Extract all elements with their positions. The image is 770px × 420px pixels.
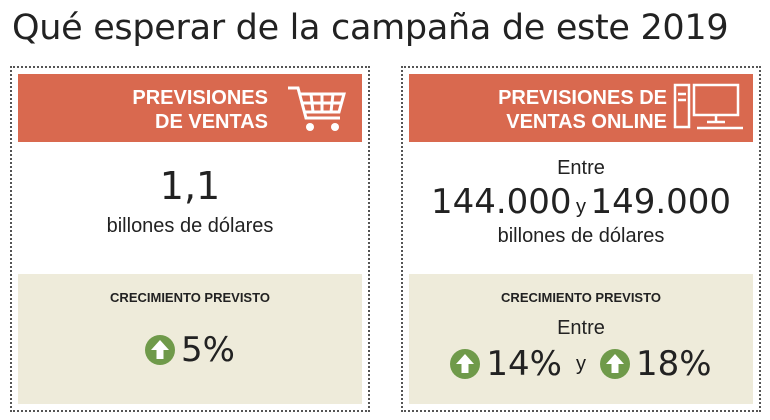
- range-high: 149.000: [590, 182, 732, 222]
- desktop-computer-icon: [673, 83, 743, 130]
- sales-unit: billones de dólares: [106, 215, 274, 237]
- header-line-2: VENTAS ONLINE: [506, 111, 667, 133]
- online-growth-panel: CRECIMIENTO PREVISTO Entre 14% y 18%: [409, 274, 753, 404]
- arrow-up-circle-icon: [600, 349, 630, 379]
- growth-range-row: 14% y 18%: [409, 344, 753, 384]
- sales-forecast-header: PREVISIONES DE VENTAS: [18, 74, 362, 142]
- range-connector: y: [576, 196, 586, 218]
- growth-value-row: 5%: [18, 330, 362, 370]
- growth-value: 5%: [181, 330, 235, 370]
- range-prefix: Entre: [557, 157, 605, 179]
- range-low: 144.000: [430, 182, 572, 222]
- growth-prefix: Entre: [557, 317, 605, 339]
- sales-growth-panel: CRECIMIENTO PREVISTO 5%: [18, 274, 362, 404]
- sales-forecast-header-label: PREVISIONES DE VENTAS: [38, 86, 268, 134]
- sales-forecast-card: PREVISIONES DE VENTAS 1,1 billones de dó…: [10, 66, 370, 412]
- header-line-1: PREVISIONES DE: [498, 87, 667, 109]
- online-unit: billones de dólares: [497, 225, 665, 247]
- growth-low: 14%: [486, 344, 562, 384]
- online-sales-forecast-header-label: PREVISIONES DE VENTAS ONLINE: [437, 86, 667, 134]
- header-line-2: DE VENTAS: [155, 111, 268, 133]
- growth-title: CRECIMIENTO PREVISTO: [501, 290, 661, 305]
- sales-forecast-value: 1,1 billones de dólares: [18, 142, 362, 272]
- growth-title: CRECIMIENTO PREVISTO: [110, 290, 270, 305]
- online-sales-forecast-card: PREVISIONES DE VENTAS ONLINE Entre 144.0…: [401, 66, 761, 412]
- growth-high: 18%: [636, 344, 712, 384]
- arrow-up-circle-icon: [450, 349, 481, 379]
- shopping-cart-icon: [288, 86, 346, 131]
- sales-value: 1,1: [159, 164, 221, 208]
- arrow-up-circle-icon: [145, 335, 176, 365]
- page-title: Qué esperar de la campaña de este 2019: [12, 8, 729, 48]
- growth-connector: y: [576, 352, 586, 375]
- online-forecast-value: Entre 144.000 y 149.000 billones de dóla…: [409, 142, 753, 272]
- range-values: 144.000 y 149.000: [409, 180, 753, 224]
- header-line-1: PREVISIONES: [132, 87, 268, 109]
- online-sales-forecast-header: PREVISIONES DE VENTAS ONLINE: [409, 74, 753, 142]
